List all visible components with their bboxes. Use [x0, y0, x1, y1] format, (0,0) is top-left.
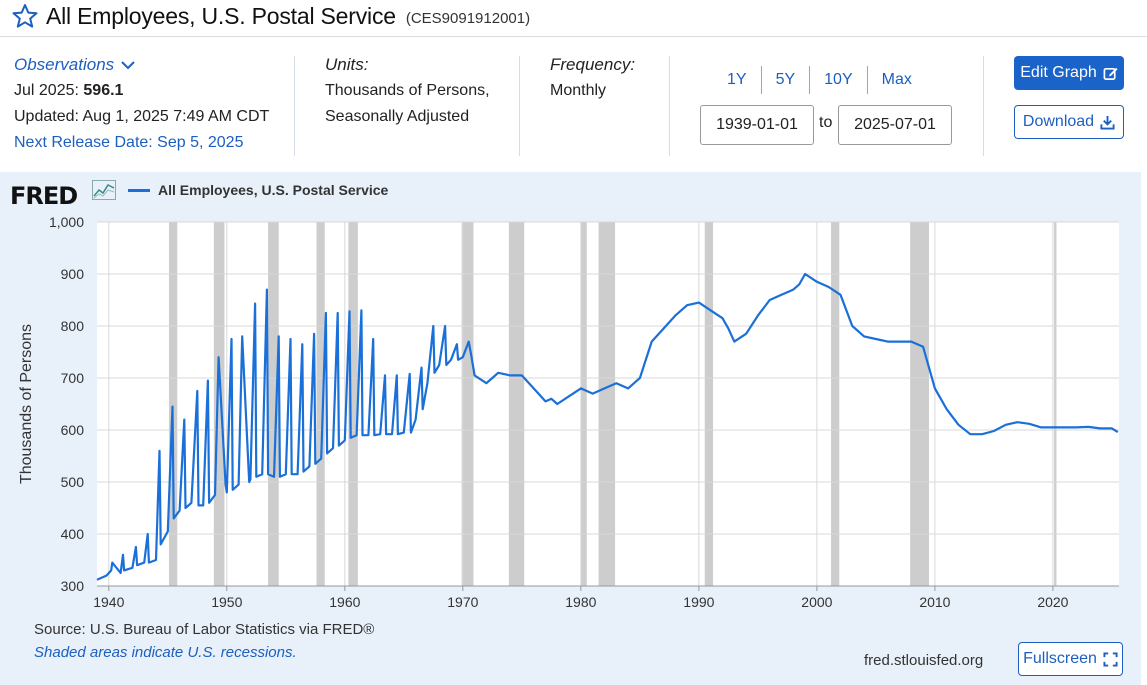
x-tick-label: 1990	[683, 594, 714, 610]
recession-band	[348, 222, 358, 586]
units-line1: Thousands of Persons,	[325, 82, 490, 99]
end-date-input[interactable]: 2025-07-01	[838, 105, 952, 145]
updated-text: Updated: Aug 1, 2025 7:49 AM CDT	[14, 108, 270, 125]
observations-panel: Observations Jul 2025: 596.1 Updated: Au…	[14, 52, 269, 156]
x-tick-label: 2020	[1037, 594, 1068, 610]
x-tick-label: 2000	[801, 594, 832, 610]
edit-graph-button[interactable]: Edit Graph	[1014, 56, 1124, 90]
date-to-label: to	[819, 114, 833, 131]
recession-band	[598, 222, 616, 586]
recession-note: Shaded areas indicate U.S. recessions.	[34, 644, 297, 661]
observations-label: Observations	[14, 55, 115, 74]
y-tick-label: 500	[61, 474, 85, 490]
x-tick-label: 1970	[447, 594, 478, 610]
download-button[interactable]: Download	[1014, 105, 1124, 139]
recession-band	[213, 222, 225, 586]
series-id: (CES9091912001)	[405, 9, 531, 27]
x-tick-label: 1980	[565, 594, 596, 610]
star-icon[interactable]	[12, 3, 38, 29]
units-line2: Seasonally Adjusted	[325, 108, 470, 125]
units-label: Units:	[325, 55, 369, 74]
fullscreen-label: Fullscreen	[1023, 650, 1097, 667]
legend: All Employees, U.S. Postal Service	[92, 180, 388, 200]
recession-band	[831, 222, 840, 586]
fred-logo: FRED	[10, 182, 78, 210]
range-max-button[interactable]: Max	[881, 71, 912, 88]
recession-band	[910, 222, 929, 586]
range-10y-button[interactable]: 10Y	[810, 66, 868, 94]
legend-label: All Employees, U.S. Postal Service	[158, 182, 389, 198]
x-tick-label: 2010	[919, 594, 950, 610]
divider	[983, 56, 984, 156]
latest-value: 596.1	[83, 82, 124, 99]
y-tick-label: 700	[61, 370, 85, 386]
download-icon	[1100, 115, 1115, 130]
units-panel: Units: Thousands of Persons, Seasonally …	[325, 52, 490, 130]
recession-band	[268, 222, 279, 586]
frequency-panel: Frequency: Monthly	[550, 52, 635, 104]
download-label: Download	[1022, 113, 1095, 130]
range-1y-button[interactable]: 1Y	[713, 66, 762, 94]
series-title: All Employees, U.S. Postal Service	[46, 2, 396, 29]
site-link[interactable]: fred.stlouisfed.org	[864, 652, 984, 669]
series-line	[96, 272, 1119, 581]
range-buttons: 1Y 5Y 10Y Max	[713, 66, 926, 94]
divider	[294, 56, 295, 156]
recession-band	[1054, 222, 1057, 586]
x-tick-label: 1960	[329, 594, 360, 610]
frequency-value: Monthly	[550, 82, 607, 99]
observations-dropdown[interactable]: Observations	[14, 52, 269, 78]
title-row: All Employees, U.S. Postal Service (CES9…	[12, 2, 530, 30]
recession-band	[461, 222, 474, 586]
next-release-link[interactable]: Next Release Date: Sep 5, 2025	[14, 134, 244, 151]
y-tick-label: 600	[61, 422, 85, 438]
fullscreen-button[interactable]: Fullscreen	[1018, 642, 1123, 676]
chart-icon	[92, 180, 116, 200]
recession-band	[168, 222, 178, 586]
recession-band	[704, 222, 714, 586]
source-text: Source: U.S. Bureau of Labor Statistics …	[34, 621, 375, 638]
recession-band	[508, 222, 525, 586]
range-5y-button[interactable]: 5Y	[762, 66, 811, 94]
recession-band	[580, 222, 587, 586]
chevron-down-icon	[121, 61, 135, 70]
divider	[519, 56, 520, 156]
y-tick-label: 400	[61, 526, 85, 542]
fullscreen-icon	[1103, 651, 1118, 667]
frequency-label: Frequency:	[550, 55, 636, 74]
edit-icon	[1103, 67, 1118, 80]
x-tick-label: 1950	[211, 594, 242, 610]
divider	[669, 56, 670, 156]
latest-date: Jul 2025:	[14, 82, 79, 99]
header-divider	[0, 36, 1147, 37]
y-axis-label: Thousands of Persons	[18, 324, 35, 484]
x-tick-label: 1940	[93, 594, 124, 610]
y-tick-label: 300	[61, 578, 85, 594]
start-date-input[interactable]: 1939-01-01	[700, 105, 814, 145]
legend-swatch	[128, 188, 150, 192]
recession-band	[316, 222, 325, 586]
edit-graph-label: Edit Graph	[1020, 64, 1097, 81]
latest-observation: Jul 2025: 596.1	[14, 78, 269, 104]
y-tick-label: 1,000	[49, 214, 84, 230]
y-tick-label: 800	[61, 318, 85, 334]
y-tick-label: 900	[61, 266, 85, 282]
